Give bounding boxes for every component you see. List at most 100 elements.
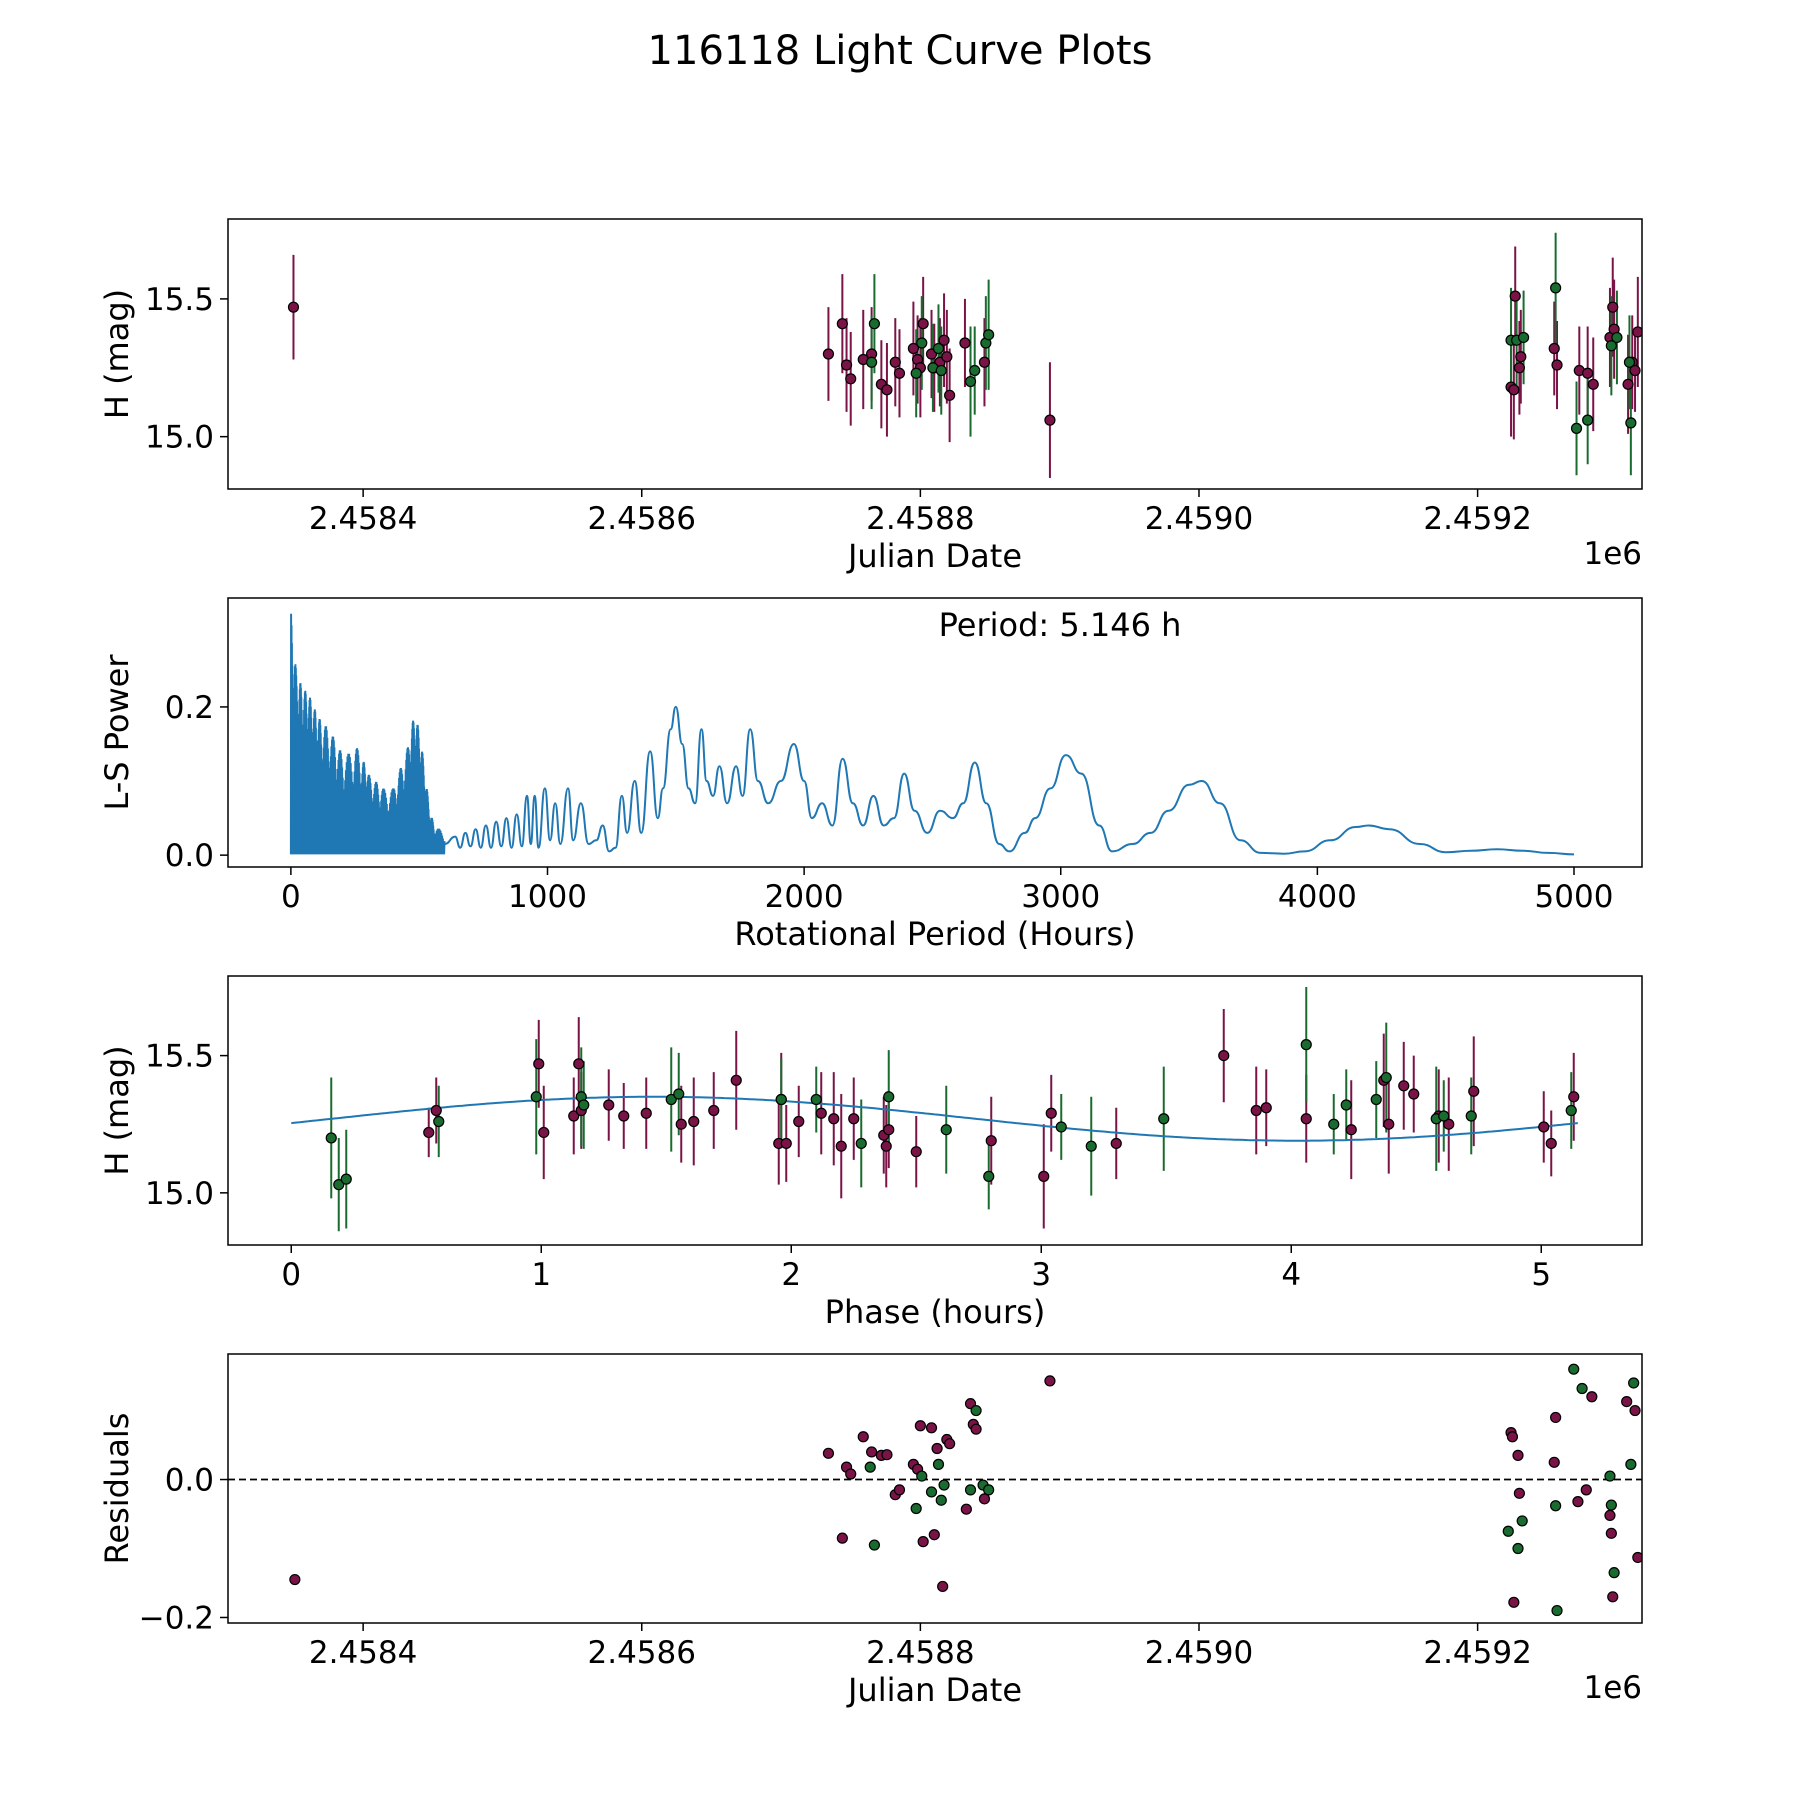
data-point-filter_a xyxy=(1607,301,1619,313)
data-point-filter_b xyxy=(932,342,945,355)
x-tick-label: 2.4586 xyxy=(588,1635,696,1671)
data-point-filter_b xyxy=(1370,1093,1382,1106)
data-point-filter_a xyxy=(881,384,893,396)
data-point-filter_a xyxy=(985,1135,997,1147)
residual-point-filter_a xyxy=(1506,1431,1519,1443)
data-point-filter_b xyxy=(433,1115,445,1128)
residual-point-filter_a xyxy=(289,1573,301,1586)
panel-periodogram: 0 1000 2000 3000 4000 5000 0.0 0.2 Rotational Pe… xyxy=(98,597,1643,953)
residual-point-filter_b xyxy=(1502,1525,1514,1537)
data-point-filter_a xyxy=(1383,1118,1395,1130)
residual-point-filter_a xyxy=(866,1446,878,1458)
residual-point-filter_a xyxy=(1580,1484,1592,1496)
data-point-filter_b xyxy=(1517,331,1530,344)
x-tick-label: 3000 xyxy=(1021,879,1100,915)
data-point-filter_b xyxy=(1605,340,1617,352)
x-tick-label: 2000 xyxy=(765,879,844,915)
data-point-filter_b xyxy=(1380,1071,1392,1084)
data-point-filter_a xyxy=(573,1058,585,1070)
data-point-filter_b xyxy=(1438,1110,1450,1122)
residual-point-filter_b xyxy=(983,1484,995,1496)
data-point-filter_a xyxy=(1582,367,1594,379)
axes-frame xyxy=(227,975,1643,1246)
plot-area xyxy=(289,613,1575,856)
residual-point-filter_b xyxy=(1608,1567,1620,1579)
y-axis-label: H (mag) xyxy=(98,1045,136,1175)
data-point-filter_a xyxy=(603,1099,615,1111)
residual-point-filter_a xyxy=(1512,1449,1524,1461)
data-point-filter_a xyxy=(910,1146,922,1158)
data-point-filter_b xyxy=(1340,1099,1352,1111)
x-tick-label: 4 xyxy=(1281,1257,1301,1293)
sine-fit-line xyxy=(291,1095,1578,1142)
y-tick-label: 15.0 xyxy=(145,420,214,456)
data-point-filter_a xyxy=(1045,1107,1057,1119)
periodogram-noise-line xyxy=(289,613,446,855)
residual-point-filter_a xyxy=(1044,1375,1056,1387)
data-point-filter_a xyxy=(1551,359,1563,371)
residual-point-filter_a xyxy=(1629,1404,1641,1417)
data-point-filter_b xyxy=(340,1173,352,1185)
x-tick-label: 2.4592 xyxy=(1423,501,1531,537)
data-point-filter_a xyxy=(959,337,971,349)
data-point-filter_a xyxy=(708,1104,720,1117)
data-point-filter_a xyxy=(688,1115,700,1128)
x-tick-label: 5 xyxy=(1531,1257,1551,1293)
residual-point-filter_b xyxy=(925,1486,938,1498)
x-tick-label: 0 xyxy=(281,879,301,915)
residual-point-filter_b xyxy=(910,1502,922,1515)
x-tick-label: 2 xyxy=(781,1257,801,1293)
residual-point-filter_b xyxy=(1628,1377,1640,1389)
residual-point-filter_b xyxy=(964,1484,977,1496)
panel-raw-light-curve: 2.4584 2.4586 2.4588 2.4590 2.4592 15.0 15.5 Ju… xyxy=(98,218,1643,575)
y-tick-label: 15.5 xyxy=(145,1039,214,1075)
residual-point-filter_a xyxy=(857,1431,869,1443)
x-tick-label: 5000 xyxy=(1535,879,1614,915)
data-point-filter_a xyxy=(848,1113,860,1125)
axes-frame xyxy=(227,218,1643,490)
data-point-filter_a xyxy=(1300,1113,1312,1125)
x-tick-label: 2.4592 xyxy=(1423,1635,1531,1671)
y-tick-label: 15.0 xyxy=(145,1176,214,1212)
data-point-filter_b xyxy=(665,1093,677,1106)
y-tick-label: 0.2 xyxy=(165,690,214,726)
data-point-filter_a xyxy=(533,1058,545,1070)
data-point-filter_a xyxy=(1548,342,1560,355)
data-point-filter_a xyxy=(780,1137,792,1150)
data-point-filter_a xyxy=(1260,1102,1272,1114)
data-point-filter_a xyxy=(1622,378,1634,390)
data-point-filter_b xyxy=(883,1091,895,1103)
data-point-filter_b xyxy=(910,367,922,379)
data-point-filter_a xyxy=(1345,1124,1357,1136)
residual-point-filter_b xyxy=(1604,1470,1616,1482)
data-point-filter_a xyxy=(1508,384,1520,396)
residual-point-filter_a xyxy=(1513,1487,1526,1499)
residual-point-filter_b xyxy=(1605,1499,1617,1511)
data-point-filter_a xyxy=(568,1110,580,1122)
data-point-filter_b xyxy=(333,1179,345,1191)
residual-point-filter_a xyxy=(928,1529,940,1541)
data-point-filter_a xyxy=(1468,1085,1480,1097)
residual-point-filter_b xyxy=(1550,1500,1562,1512)
data-point-filter_a xyxy=(835,1140,847,1152)
residual-point-filter_b xyxy=(970,1404,982,1417)
residual-point-filter_a xyxy=(978,1493,991,1505)
panel-phased-light-curve: 0 1 2 3 4 5 15.0 15.5 Phase (hours) H (mag) xyxy=(98,975,1643,1331)
plot-area xyxy=(287,232,1642,478)
x-offset-label: 1e6 xyxy=(1583,536,1642,572)
data-point-filter_a xyxy=(1538,1121,1550,1133)
x-tick-label: 2.4588 xyxy=(866,1635,974,1671)
data-point-filter_b xyxy=(855,1137,867,1150)
residual-point-filter_a xyxy=(1586,1391,1598,1403)
data-point-filter_a xyxy=(1513,362,1526,374)
residual-point-filter_a xyxy=(944,1438,956,1450)
y-axis-label: Residuals xyxy=(98,1413,136,1565)
data-point-filter_a xyxy=(538,1126,550,1139)
period-annotation: Period: 5.146 h xyxy=(939,606,1182,644)
data-point-filter_a xyxy=(618,1110,630,1122)
data-point-filter_a xyxy=(1408,1088,1420,1100)
data-point-filter_a xyxy=(978,356,991,368)
y-axis-label: H (mag) xyxy=(98,289,136,419)
axes-frame xyxy=(227,1353,1643,1624)
data-point-filter_a xyxy=(1632,326,1642,338)
